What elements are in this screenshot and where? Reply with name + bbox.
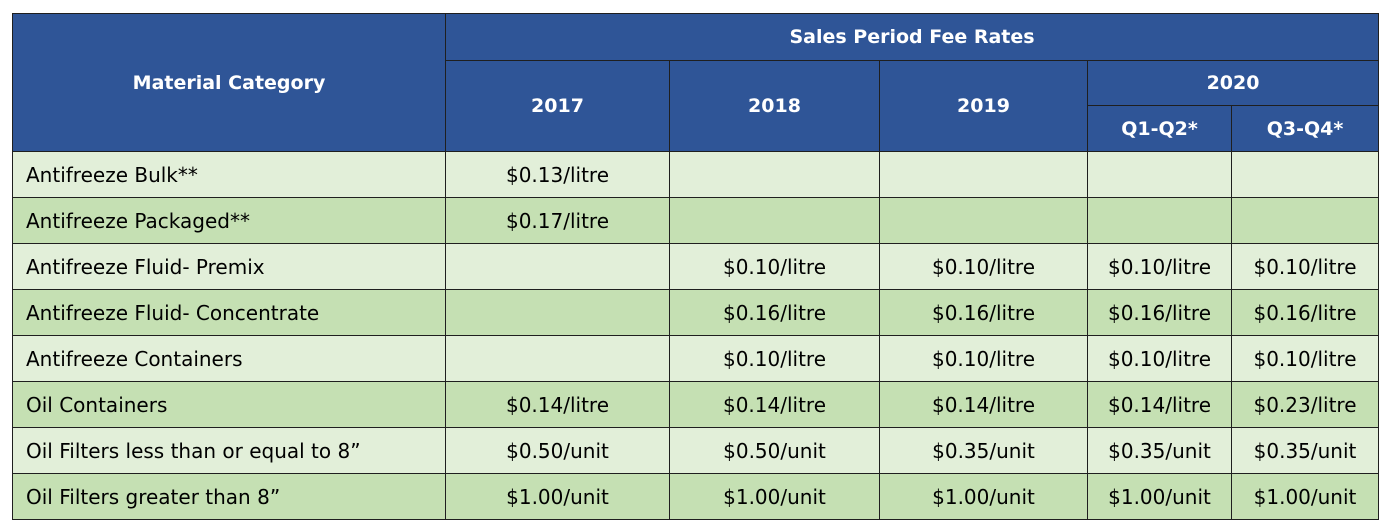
- header-year-2017: 2017: [445, 60, 670, 152]
- fee-rate-cell: [669, 197, 880, 244]
- fee-rate-cell: $0.10/litre: [669, 243, 880, 290]
- fee-rates-table: Material Category Sales Period Fee Rates…: [12, 13, 1380, 520]
- fee-rate-cell: [445, 243, 670, 290]
- fee-rate-cell: [1087, 197, 1232, 244]
- table-row: Antifreeze Packaged** $0.17/litre: [12, 197, 1380, 244]
- header-year-2019: 2019: [879, 60, 1088, 152]
- fee-rate-cell: $0.35/unit: [1087, 427, 1232, 474]
- header-year-2018: 2018: [669, 60, 880, 152]
- fee-rate-cell: $0.10/litre: [1230, 335, 1380, 382]
- fee-rate-cell: $0.14/litre: [669, 381, 880, 428]
- header-material-category: Material Category: [12, 13, 446, 152]
- fee-rate-cell: $0.16/litre: [879, 289, 1088, 336]
- fee-rate-cell: $0.23/litre: [1230, 381, 1380, 428]
- row-category-cell: Antifreeze Fluid- Concentrate: [12, 289, 446, 336]
- fee-rate-cell: $0.10/litre: [669, 335, 880, 382]
- table-row: Oil Containers $0.14/litre $0.14/litre $0.1…: [12, 381, 1380, 428]
- fee-rate-cell: [1230, 197, 1380, 244]
- fee-rate-cell: [1087, 151, 1232, 198]
- table-row: Antifreeze Fluid- Concentrate $0.16/litre…: [12, 289, 1380, 336]
- row-category-cell: Antifreeze Packaged**: [12, 197, 446, 244]
- table-body: Antifreeze Bulk** $0.13/litre Antifreeze P…: [12, 151, 1380, 520]
- table-row: Oil Filters greater than 8” $1.00/unit $1.…: [12, 473, 1380, 520]
- fee-rate-cell: $0.17/litre: [445, 197, 670, 244]
- header-q3-q4: Q3-Q4*: [1230, 105, 1380, 152]
- fee-rate-cell: $1.00/unit: [445, 473, 670, 520]
- row-category-cell: Oil Containers: [12, 381, 446, 428]
- fee-rate-cell: [445, 289, 670, 336]
- header-sales-period-fee-rates: Sales Period Fee Rates: [444, 13, 1380, 61]
- fee-rate-cell: $0.14/litre: [445, 381, 670, 428]
- fee-rate-cell: $1.00/unit: [879, 473, 1088, 520]
- fee-rate-cell: [669, 151, 880, 198]
- fee-rate-cell: $0.14/litre: [1087, 381, 1232, 428]
- row-category-cell: Oil Filters greater than 8”: [12, 473, 446, 520]
- row-category-cell: Antifreeze Fluid- Premix: [12, 243, 446, 290]
- fee-rate-cell: [445, 335, 670, 382]
- header-q1-q2: Q1-Q2*: [1087, 105, 1232, 152]
- header-year-2020: 2020: [1086, 60, 1380, 106]
- fee-rate-cell: $0.10/litre: [1230, 243, 1380, 290]
- fee-rate-cell: [879, 151, 1088, 198]
- table-header: Material Category Sales Period Fee Rates…: [12, 13, 1380, 152]
- table-row: Antifreeze Fluid- Premix $0.10/litre $0.10…: [12, 243, 1380, 290]
- table-row: Oil Filters less than or equal to 8” $0.5…: [12, 427, 1380, 474]
- fee-rate-cell: $0.10/litre: [1087, 335, 1232, 382]
- fee-rate-cell: $0.16/litre: [669, 289, 880, 336]
- fee-rate-cell: $1.00/unit: [669, 473, 880, 520]
- row-category-cell: Oil Filters less than or equal to 8”: [12, 427, 446, 474]
- fee-rate-cell: $0.14/litre: [879, 381, 1088, 428]
- fee-rate-cell: $1.00/unit: [1087, 473, 1232, 520]
- fee-rate-cell: $0.10/litre: [879, 243, 1088, 290]
- fee-rate-cell: $0.13/litre: [445, 151, 670, 198]
- table-row: Antifreeze Bulk** $0.13/litre: [12, 151, 1380, 198]
- fee-rate-cell: $0.50/unit: [445, 427, 670, 474]
- fee-rate-cell: [879, 197, 1088, 244]
- fee-rate-cell: $0.10/litre: [879, 335, 1088, 382]
- fee-rate-cell: $0.16/litre: [1230, 289, 1380, 336]
- fee-rate-cell: $1.00/unit: [1230, 473, 1380, 520]
- fee-rate-cell: $0.35/unit: [1230, 427, 1380, 474]
- table-row: Antifreeze Containers $0.10/litre $0.10/li…: [12, 335, 1380, 382]
- row-category-cell: Antifreeze Containers: [12, 335, 446, 382]
- fee-rate-cell: $0.35/unit: [879, 427, 1088, 474]
- fee-rate-cell: $0.50/unit: [669, 427, 880, 474]
- fee-rate-cell: $0.16/litre: [1087, 289, 1232, 336]
- fee-rate-cell: [1230, 151, 1380, 198]
- row-category-cell: Antifreeze Bulk**: [12, 151, 446, 198]
- fee-rate-cell: $0.10/litre: [1087, 243, 1232, 290]
